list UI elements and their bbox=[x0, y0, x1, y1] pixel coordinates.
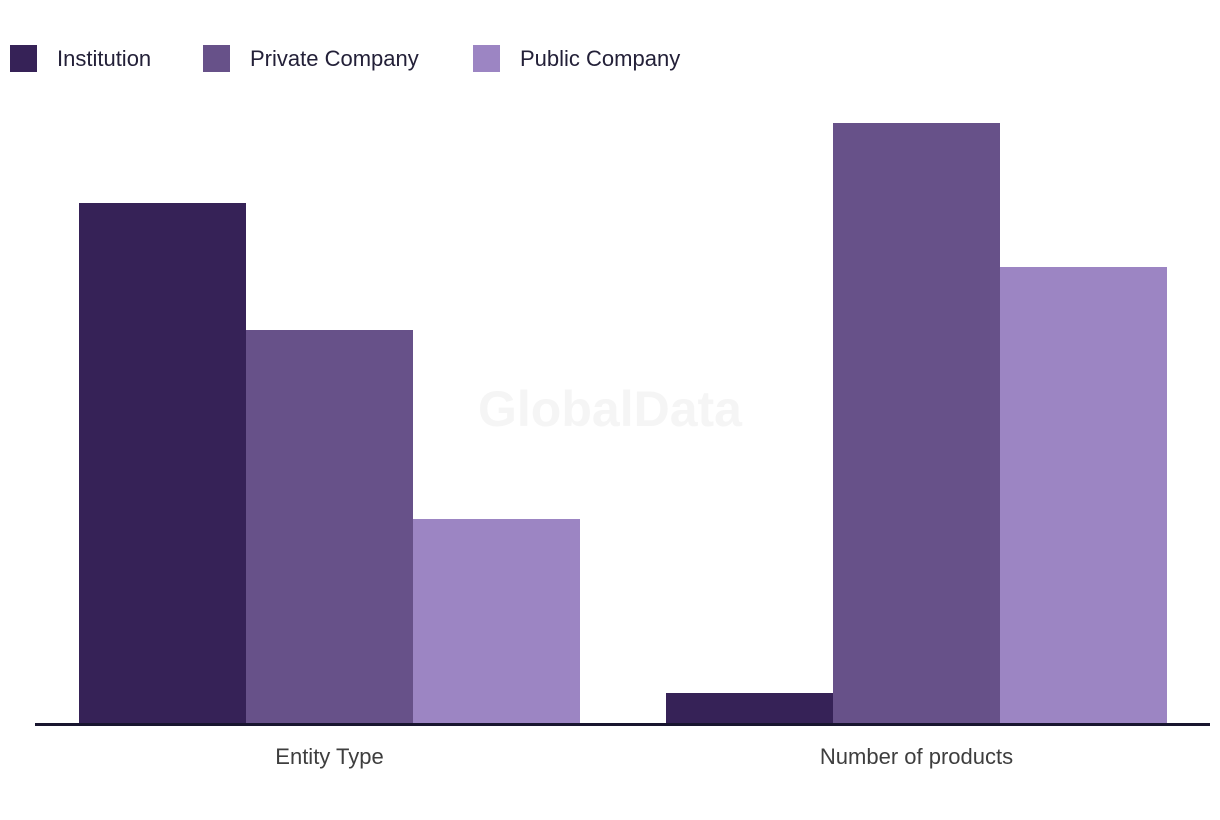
bar-entity-type-private-company[interactable] bbox=[246, 330, 413, 723]
legend-swatch-private-company bbox=[203, 45, 230, 72]
legend-label-public-company: Public Company bbox=[520, 46, 681, 71]
legend-label-institution: Institution bbox=[57, 46, 152, 71]
bar-entity-type-public-company[interactable] bbox=[413, 519, 580, 723]
legend-label-private-company: Private Company bbox=[250, 46, 419, 71]
legend-swatch-institution bbox=[10, 45, 37, 72]
category-label-entity-type: Entity Type bbox=[275, 744, 384, 769]
bar-number-of-products-public-company[interactable] bbox=[1000, 267, 1167, 723]
globaldata-watermark: GlobalData bbox=[478, 381, 742, 437]
legend-item-public-company[interactable]: Public Company bbox=[473, 45, 680, 72]
bar-number-of-products-private-company[interactable] bbox=[833, 123, 1000, 723]
x-axis-line bbox=[35, 723, 1210, 726]
bar-number-of-products-institution[interactable] bbox=[666, 693, 833, 723]
legend-item-private-company[interactable]: Private Company bbox=[203, 45, 419, 72]
bar-entity-type-institution[interactable] bbox=[79, 203, 246, 723]
legend-item-institution[interactable]: Institution bbox=[10, 45, 151, 72]
legend-swatch-public-company bbox=[473, 45, 500, 72]
category-label-number-of-products: Number of products bbox=[819, 744, 1014, 769]
